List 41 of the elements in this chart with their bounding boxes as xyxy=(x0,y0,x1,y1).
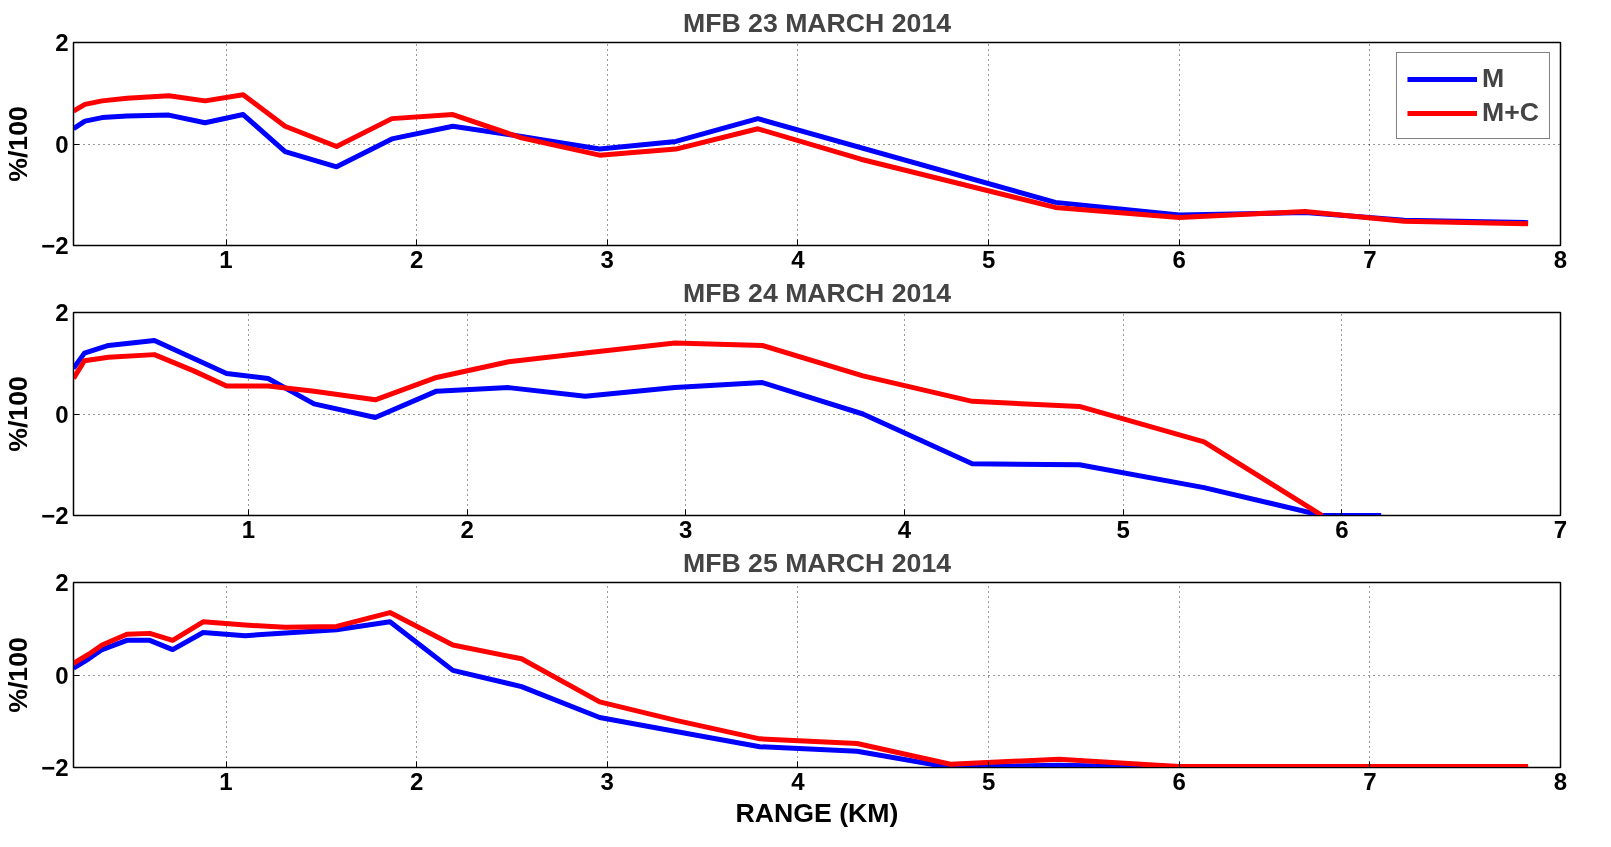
y-tick-label: −2 xyxy=(41,232,69,259)
y-tick-label: −2 xyxy=(41,754,69,781)
legend-label: M+C xyxy=(1481,97,1539,128)
y-tick-label: 0 xyxy=(55,661,69,689)
x-tick-label: 7 xyxy=(1363,767,1377,795)
x-tick-label: 2 xyxy=(409,767,424,795)
y-tick-label: 2 xyxy=(55,299,69,326)
x-tick-label: 8 xyxy=(1553,245,1568,273)
y-tick-label: 0 xyxy=(55,130,69,158)
x-tick-label: 2 xyxy=(460,515,474,543)
chart-title: MFB 24 MARCH 2014 xyxy=(682,277,952,308)
x-tick-label: 4 xyxy=(791,767,806,795)
x-tick-label: 1 xyxy=(219,245,233,273)
legend-label: M xyxy=(1481,63,1505,94)
y-axis-title: %/100 xyxy=(3,106,34,182)
x-tick-label: 5 xyxy=(981,767,996,795)
x-tick-label: 6 xyxy=(1335,515,1349,543)
x-axis-title: RANGE (KM) xyxy=(735,797,899,828)
y-axis-title: %/100 xyxy=(3,637,34,713)
y-tick-label: 2 xyxy=(55,29,69,56)
y-axis-title: %/100 xyxy=(3,376,34,452)
x-tick-label: 6 xyxy=(1172,767,1186,795)
x-tick-label: 5 xyxy=(1116,515,1130,543)
x-tick-label: 3 xyxy=(600,245,614,273)
x-tick-label: 3 xyxy=(679,515,693,543)
x-tick-label: 2 xyxy=(409,245,424,273)
y-tick-label: −2 xyxy=(41,502,69,529)
x-tick-label: 3 xyxy=(600,767,614,795)
x-tick-label: 7 xyxy=(1553,515,1568,543)
chart-title: MFB 25 MARCH 2014 xyxy=(682,547,952,578)
x-tick-label: 4 xyxy=(791,245,806,273)
y-tick-label: 0 xyxy=(55,400,69,428)
y-tick-label: 2 xyxy=(55,569,69,596)
x-tick-label: 7 xyxy=(1363,245,1377,273)
x-tick-label: 8 xyxy=(1553,767,1568,795)
x-tick-label: 6 xyxy=(1172,245,1186,273)
x-tick-label: 1 xyxy=(241,515,256,543)
chart-title: MFB 23 MARCH 2014 xyxy=(682,7,952,38)
x-tick-label: 5 xyxy=(981,245,996,273)
x-tick-label: 4 xyxy=(897,515,912,543)
x-tick-label: 1 xyxy=(219,767,233,795)
